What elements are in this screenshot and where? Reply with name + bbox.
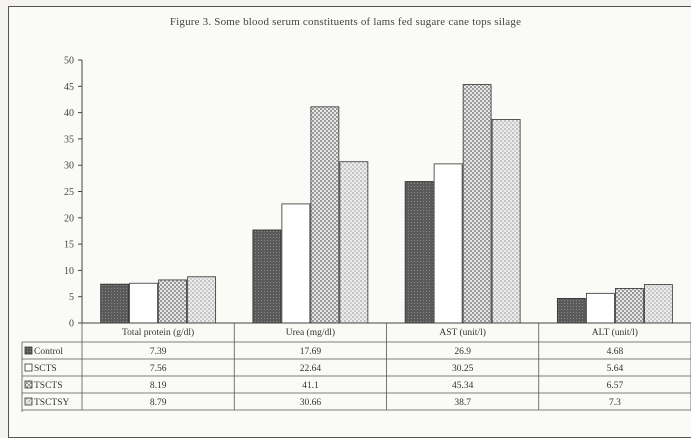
data-label: 45.34 [452,381,474,391]
bar-control-1 [252,229,282,324]
y-tick-label: 25 [64,187,74,198]
data-label: 4.68 [607,347,624,357]
data-label: 30.66 [300,398,322,408]
data-label: 5.64 [607,364,624,374]
y-tick-label: 40 [64,108,74,119]
data-label: 8.79 [150,398,167,408]
legend-swatch-tsctsy [24,397,33,406]
bar-scts-0 [129,282,159,324]
data-label: 7.39 [150,347,167,357]
data-label: 41.1 [302,381,319,391]
bar-control-2 [404,181,434,324]
y-tick-label: 35 [64,134,74,145]
bar-tsctsy-3 [643,284,673,324]
bar-tsctsy-0 [187,276,217,324]
bar-control-0 [100,283,130,324]
bar-tsctsy-1 [339,161,369,324]
y-tick-label: 10 [64,266,74,277]
data-label: 17.69 [300,347,322,357]
bar-scts-2 [433,163,463,324]
data-label: 7.3 [609,398,621,408]
legend-label-tscts: TSCTS [34,381,63,391]
category-label: Total protein (g/dl) [122,327,194,338]
data-label: 30.25 [452,364,474,374]
y-tick-label: 15 [64,240,74,251]
data-label: 26.9 [454,347,471,357]
y-tick-label: 20 [64,213,74,224]
bar-tscts-1 [310,106,340,324]
category-label: AST (unit/l) [439,327,486,338]
data-label: 38.7 [454,398,471,408]
y-tick-label: 50 [64,56,74,67]
bar-tscts-2 [462,84,492,324]
data-label: 22.64 [300,364,322,374]
legend-label-scts: SCTS [34,364,57,374]
legend-label-control: Control [34,347,63,357]
bar-tscts-3 [614,288,644,324]
category-label: ALT (unit/l) [592,327,638,338]
bar-tsctsy-2 [491,119,521,324]
y-tick-label: 45 [64,82,74,93]
y-tick-label: 0 [69,319,74,330]
category-label: Urea (mg/dl) [286,327,335,338]
bar-chart: 0 5 10 15 20 25 30 35 40 45 50 Total protein (g/dl… [21,56,691,412]
legend-swatch-tscts [24,380,33,389]
legend-label-tsctsy: TSCTSY [34,398,70,408]
data-label: 8.19 [150,381,167,391]
bar-scts-3 [585,292,615,324]
bar-tscts-0 [158,279,188,324]
data-label: 7.56 [150,364,167,374]
legend-swatch-scts [24,363,33,372]
legend-swatch-control [24,346,33,355]
chart-title: Figure 3. Some blood serum constituents … [169,16,522,28]
y-tick-label: 5 [69,292,74,303]
bar-scts-1 [281,203,311,324]
data-label: 6.57 [607,381,624,391]
y-tick-label: 30 [64,161,74,172]
bar-control-3 [556,297,586,324]
